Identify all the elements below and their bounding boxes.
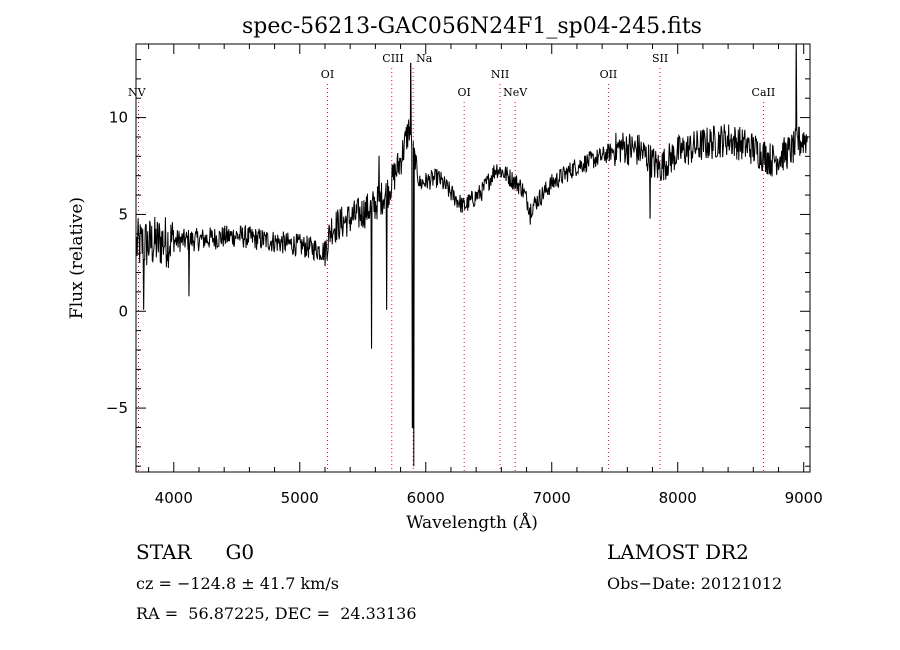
x-tick-label: 9000 <box>785 489 823 507</box>
chart-title: spec-56213-GAC056N24F1_sp04-245.fits <box>242 14 702 39</box>
observation-date: Obs−Date: 20121012 <box>607 574 783 593</box>
y-tick-label: −5 <box>106 399 128 417</box>
marker-label: Na <box>416 52 433 65</box>
object-subclass: G0 <box>225 540 255 564</box>
survey-name: LAMOST DR2 <box>607 540 749 564</box>
y-axis-label: Flux (relative) <box>67 197 87 319</box>
marker-label: OI <box>321 68 334 81</box>
x-tick-label: 6000 <box>407 489 445 507</box>
marker-label: CaII <box>752 86 776 99</box>
x-tick-label: 7000 <box>533 489 571 507</box>
marker-label: NeV <box>503 86 528 99</box>
marker-label: NII <box>491 68 509 81</box>
marker-label: NV <box>128 86 147 99</box>
x-tick-label: 5000 <box>281 489 319 507</box>
marker-label: OII <box>600 68 618 81</box>
object-class-row: STAR G0 <box>136 540 254 564</box>
x-tick-label: 4000 <box>155 489 193 507</box>
x-tick-label: 8000 <box>659 489 697 507</box>
y-tick-label: 0 <box>118 302 128 320</box>
plot-frame <box>135 43 811 473</box>
object-class: STAR <box>136 540 192 564</box>
y-tick-label: 10 <box>109 109 128 127</box>
coordinates: RA = 56.87225, DEC = 24.33136 <box>136 604 417 623</box>
x-axis-label: Wavelength (Å) <box>406 512 538 533</box>
redshift-cz: cz = −124.8 ± 41.7 km/s <box>136 574 339 593</box>
axes: 4000 5000 6000 7000 8000 9000 −5 0 5 10 <box>106 44 823 507</box>
spectrum-line <box>136 43 808 467</box>
emission-line-markers: NV OI CIII Na OI NII NeV OII SII CaII <box>128 52 775 472</box>
marker-label: SII <box>652 52 668 65</box>
y-tick-label: 5 <box>118 205 128 223</box>
marker-label: CIII <box>382 52 403 65</box>
spectrum-trace <box>136 43 808 467</box>
marker-label: OI <box>457 86 470 99</box>
